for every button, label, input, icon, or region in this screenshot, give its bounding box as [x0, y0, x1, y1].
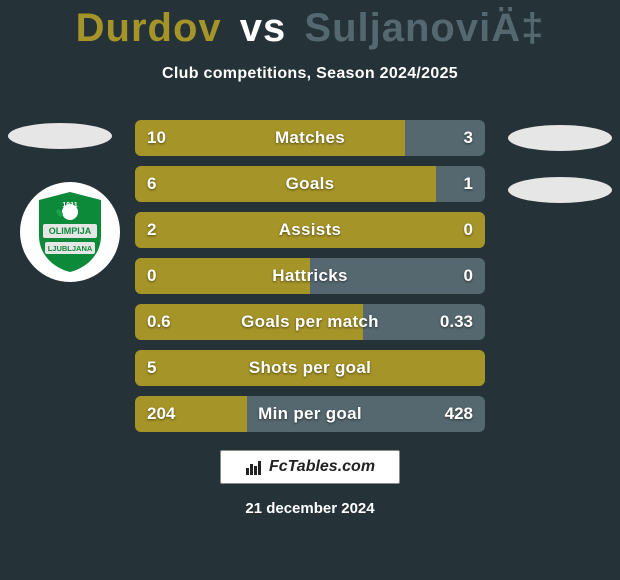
- club-crest-icon: 1911 OLIMPIJA LJUBLJANA: [35, 190, 105, 274]
- player2-name: SuljanoviÄ‡: [304, 6, 544, 50]
- stat-row: Goals6 1: [135, 166, 485, 202]
- stat-row: Min per goal204 428: [135, 396, 485, 432]
- stat-value-right: 428: [445, 396, 473, 432]
- stats-comparison-chart: Matches103Goals61Assists20Hattricks00Goa…: [135, 120, 485, 442]
- stat-value-right: 0: [464, 258, 473, 294]
- crest-name-top: OLIMPIJA: [49, 226, 92, 236]
- comparison-title: Durdov vs SuljanoviÄ‡: [0, 0, 620, 51]
- left-ellipse-icon: [8, 123, 112, 149]
- footer-date: 21 december 2024: [0, 500, 620, 517]
- crest-year: 1911: [62, 202, 77, 209]
- stat-row: Assists2 0: [135, 212, 485, 248]
- stat-value-left: 0.6: [147, 304, 171, 340]
- subtitle: Club competitions, Season 2024/2025: [0, 65, 620, 83]
- stat-value-right: 0: [464, 212, 473, 248]
- stat-label: Shots per goal: [135, 350, 485, 386]
- stat-value-right: 0.33: [440, 304, 473, 340]
- stat-label: Matches: [135, 120, 485, 156]
- player1-name: Durdov: [76, 6, 222, 50]
- bars-icon: [245, 458, 263, 476]
- brand-badge: FcTables.com: [220, 450, 400, 484]
- stat-row: Matches10 3: [135, 120, 485, 156]
- stat-value-left: 2: [147, 212, 156, 248]
- club-badge: 1911 OLIMPIJA LJUBLJANA: [20, 182, 120, 282]
- crest-name-bottom: LJUBLJANA: [48, 244, 93, 253]
- stat-value-left: 10: [147, 120, 166, 156]
- stat-row: Shots per goal5: [135, 350, 485, 386]
- stat-value-left: 5: [147, 350, 156, 386]
- stat-label: Min per goal: [135, 396, 485, 432]
- brand-text: FcTables.com: [269, 458, 375, 476]
- stat-value-left: 6: [147, 166, 156, 202]
- stat-value-right: 3: [464, 120, 473, 156]
- stat-label: Goals: [135, 166, 485, 202]
- stat-label: Goals per match: [135, 304, 485, 340]
- vs-label: vs: [240, 6, 287, 50]
- stat-row: Hattricks0 0: [135, 258, 485, 294]
- right-ellipse-1-icon: [508, 125, 612, 151]
- stat-label: Assists: [135, 212, 485, 248]
- stat-value-left: 0: [147, 258, 156, 294]
- stat-value-right: 1: [464, 166, 473, 202]
- right-ellipse-2-icon: [508, 177, 612, 203]
- stat-label: Hattricks: [135, 258, 485, 294]
- stat-value-left: 204: [147, 396, 175, 432]
- stat-row: Goals per match0.6 0.33: [135, 304, 485, 340]
